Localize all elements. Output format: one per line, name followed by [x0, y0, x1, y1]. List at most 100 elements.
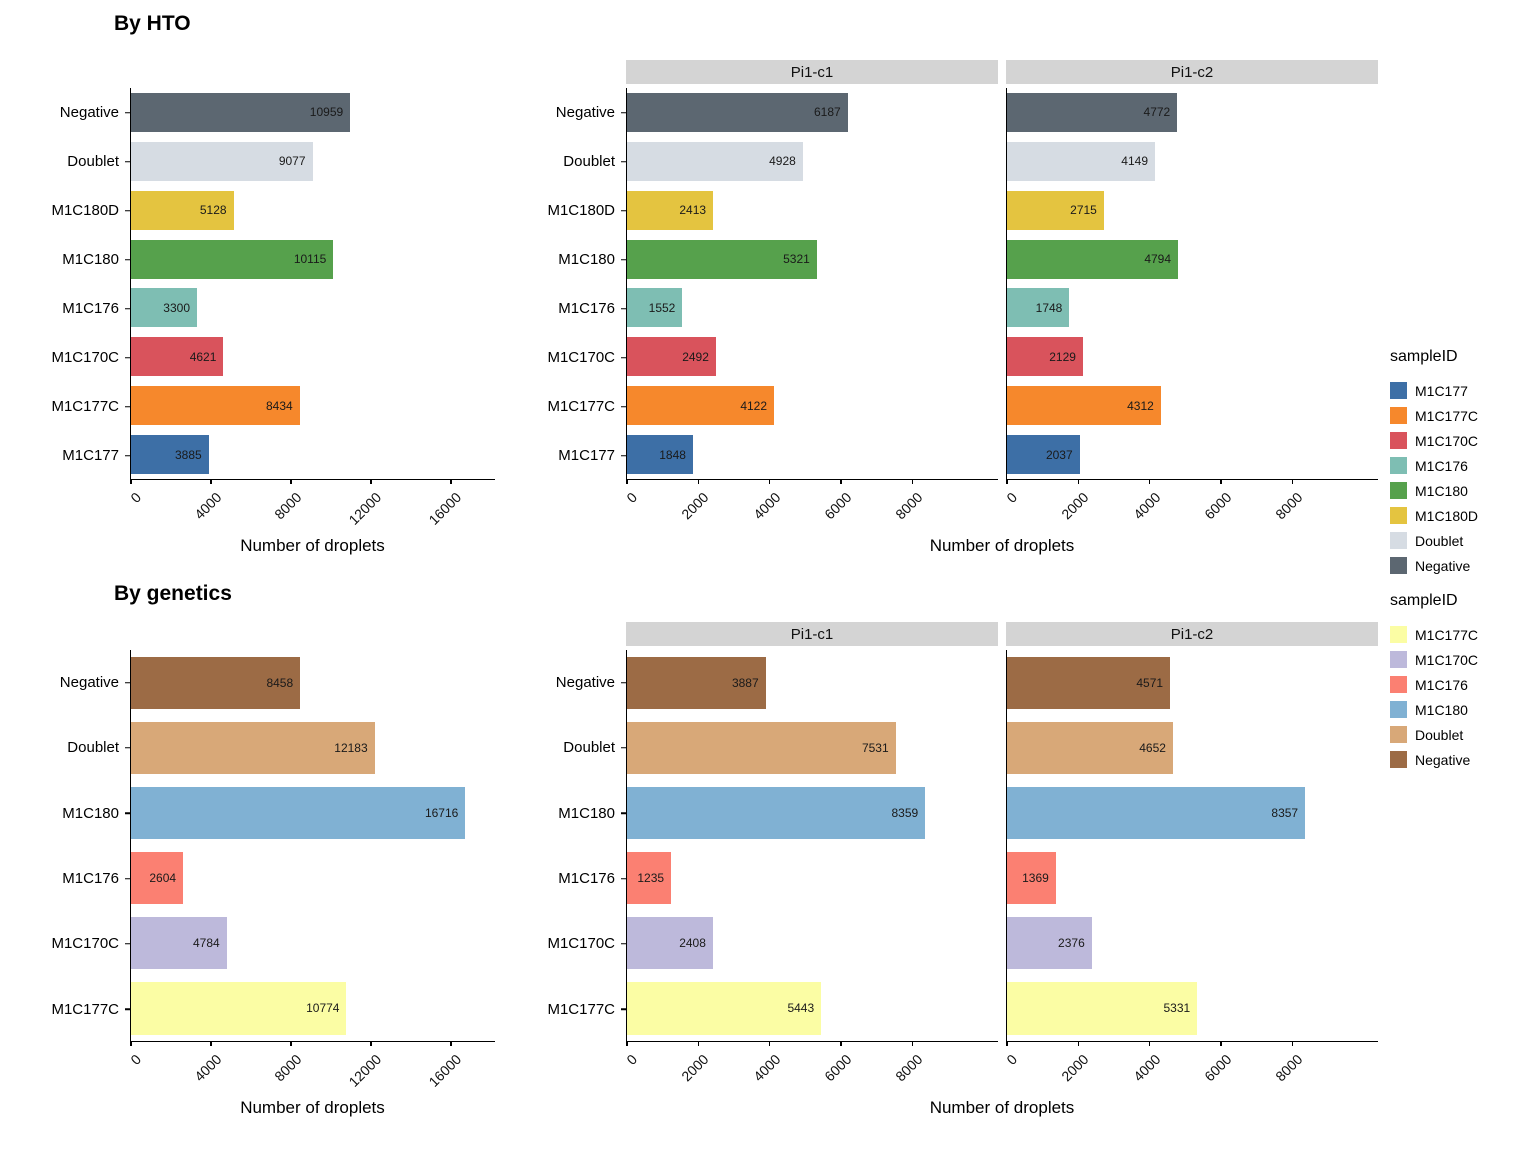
x-tick-label: 2000 — [678, 1051, 712, 1085]
x-tick-label: 12000 — [345, 489, 385, 528]
x-tick-label: 0 — [127, 1051, 145, 1068]
y-axis-label-M1C177C: M1C177C — [516, 382, 626, 431]
legend-item-Negative: Negative — [1390, 747, 1478, 772]
legend-hto: sampleID M1C177 M1C177C M1C170C M1C176 M1C180… — [1390, 348, 1478, 578]
legend-swatch-M1C180 — [1390, 482, 1407, 499]
bar-value-label: 2715 — [1070, 203, 1097, 218]
legend-item-M1C180: M1C180 — [1390, 697, 1478, 722]
bar-M1C180D: 2715 — [1007, 190, 1104, 230]
bar-row-M1C180: 8359 — [627, 780, 998, 845]
bar-row-M1C180D: 2413 — [627, 186, 998, 235]
section-title-genetics: By genetics — [114, 582, 232, 605]
x-tick-mark — [626, 479, 628, 484]
y-axis-label-M1C170C: M1C170C — [516, 333, 626, 382]
x-tick-mark — [1291, 1041, 1294, 1046]
bar-value-label: 3887 — [731, 675, 759, 690]
bar-row-M1C170C: 4784 — [131, 911, 495, 976]
x-tick-label: 6000 — [821, 1051, 855, 1085]
panel-genetics-pi1-c1: 3887 7531 8359 1235 2408 5443 0 2000 4000 6000 800… — [623, 650, 998, 1084]
bar-row-M1C177C: 4122 — [627, 381, 998, 430]
genetics-overall-chart: Negative Doublet M1C180 M1C176 M1C170C M1C177… — [20, 650, 495, 1118]
bar-M1C177: 2037 — [1007, 435, 1080, 475]
section-title-hto: By HTO — [114, 12, 191, 35]
bar-value-label: 2129 — [1049, 349, 1076, 364]
bar-value-label: 2376 — [1058, 936, 1085, 951]
x-tick-label: 4000 — [749, 489, 784, 523]
bar-value-label: 3885 — [174, 447, 202, 462]
legend-swatch-Doublet — [1390, 532, 1407, 549]
bars: 10959 9077 5128 10115 3300 4621 8434 3885 — [131, 88, 495, 479]
y-axis-label-M1C177: M1C177 — [516, 431, 626, 480]
legend-swatch-Negative — [1390, 557, 1407, 574]
x-tick-label: 8000 — [892, 489, 926, 523]
legend-item-Negative: Negative — [1390, 553, 1478, 578]
x-tick-mark — [370, 1041, 372, 1046]
bar-value-label: 7531 — [861, 740, 889, 755]
x-tick-label: 2000 — [1058, 1051, 1092, 1085]
legend-label: Doublet — [1415, 726, 1464, 743]
bar-M1C170C: 4784 — [131, 917, 227, 970]
bar-row-M1C177C: 8434 — [131, 381, 495, 430]
legend-label: M1C176 — [1415, 676, 1468, 693]
bar-Negative: 4571 — [1007, 656, 1171, 709]
legend-swatch-M1C176 — [1390, 457, 1407, 474]
legend-item-M1C176: M1C176 — [1390, 453, 1478, 478]
x-tick-label: 6000 — [1201, 489, 1235, 523]
bar-value-label: 12183 — [334, 740, 368, 755]
bar-M1C177C: 4312 — [1007, 386, 1161, 426]
bar-M1C177C: 5443 — [627, 982, 822, 1035]
bar-row-Doublet: 4652 — [1007, 715, 1378, 780]
bar-M1C177: 1848 — [627, 435, 693, 475]
bar-row-M1C180: 5321 — [627, 235, 998, 284]
bar-value-label: 1748 — [1035, 300, 1063, 315]
bar-M1C180: 16716 — [131, 786, 466, 839]
legend-swatch-Negative — [1390, 751, 1407, 768]
bar-row-M1C180D: 2715 — [1007, 186, 1378, 235]
y-axis-label-Doublet: Doublet — [20, 715, 130, 780]
y-axis-label-Doublet: Doublet — [516, 715, 626, 780]
x-tick-label: 8000 — [1272, 489, 1306, 523]
x-axis: 0 2000 4000 6000 8000 — [1003, 479, 1378, 533]
x-axis-title: Number of droplets — [929, 1098, 1075, 1117]
bar-row-M1C176: 2604 — [131, 846, 495, 911]
bar-M1C170C: 2492 — [627, 337, 716, 377]
bars: 4571 4652 8357 1369 2376 5331 — [1007, 650, 1378, 1041]
legend-swatch-M1C180 — [1390, 701, 1407, 718]
x-tick-mark — [911, 479, 914, 484]
bar-value-label: 5331 — [1163, 1001, 1191, 1016]
bar-row-M1C180: 8357 — [1007, 780, 1378, 845]
hto-facet-chart: Pi1-c1 Pi1-c2 Negative Doublet M1C180D M1C1… — [516, 60, 1378, 556]
x-tick-label: 2000 — [1058, 489, 1092, 523]
bars: 4772 4149 2715 4794 1748 2129 4312 2037 — [1007, 88, 1378, 479]
legend-label: M1C176 — [1415, 457, 1468, 474]
x-axis: 0 4000 8000 12000 16000 — [127, 479, 495, 533]
x-tick-mark — [768, 479, 771, 484]
bar-value-label: 8357 — [1271, 805, 1299, 820]
bar-Negative: 4772 — [1007, 92, 1178, 132]
y-axis-labels: Negative Doublet M1C180D M1C180 M1C176 M1C170… — [20, 88, 130, 480]
x-tick-mark — [697, 1041, 700, 1046]
bar-row-Doublet: 4928 — [627, 137, 998, 186]
y-axis-label-M1C176: M1C176 — [516, 284, 626, 333]
bars: 6187 4928 2413 5321 1552 2492 4122 1848 — [627, 88, 998, 479]
y-axis-label-M1C180: M1C180 — [516, 235, 626, 284]
y-axis-labels: Negative Doublet M1C180 M1C176 M1C170C M1C177… — [20, 650, 130, 1042]
x-tick-mark — [130, 1041, 132, 1046]
bar-row-M1C177: 3885 — [131, 430, 495, 479]
bars: 8458 12183 16716 2604 4784 10774 — [131, 650, 495, 1041]
x-tick-mark — [697, 479, 700, 484]
bar-row-M1C170C: 2376 — [1007, 911, 1378, 976]
bar-row-Negative: 3887 — [627, 650, 998, 715]
bar-row-M1C176: 1748 — [1007, 284, 1378, 333]
x-tick-mark — [210, 479, 212, 484]
legend-swatch-M1C170C — [1390, 432, 1407, 449]
y-axis-label-M1C176: M1C176 — [20, 846, 130, 911]
legend-genetics: sampleID M1C177C M1C170C M1C176 M1C180 Double… — [1390, 592, 1478, 772]
bars: 3887 7531 8359 1235 2408 5443 — [627, 650, 998, 1041]
panel-hto-pi1-c1: 6187 4928 2413 5321 1552 2492 4122 1848 0 2000 400… — [623, 88, 998, 522]
bar-value-label: 3300 — [163, 300, 190, 315]
bar-value-label: 4122 — [740, 398, 768, 413]
bar-row-Negative: 4772 — [1007, 88, 1378, 137]
legend-swatch-M1C177 — [1390, 382, 1407, 399]
